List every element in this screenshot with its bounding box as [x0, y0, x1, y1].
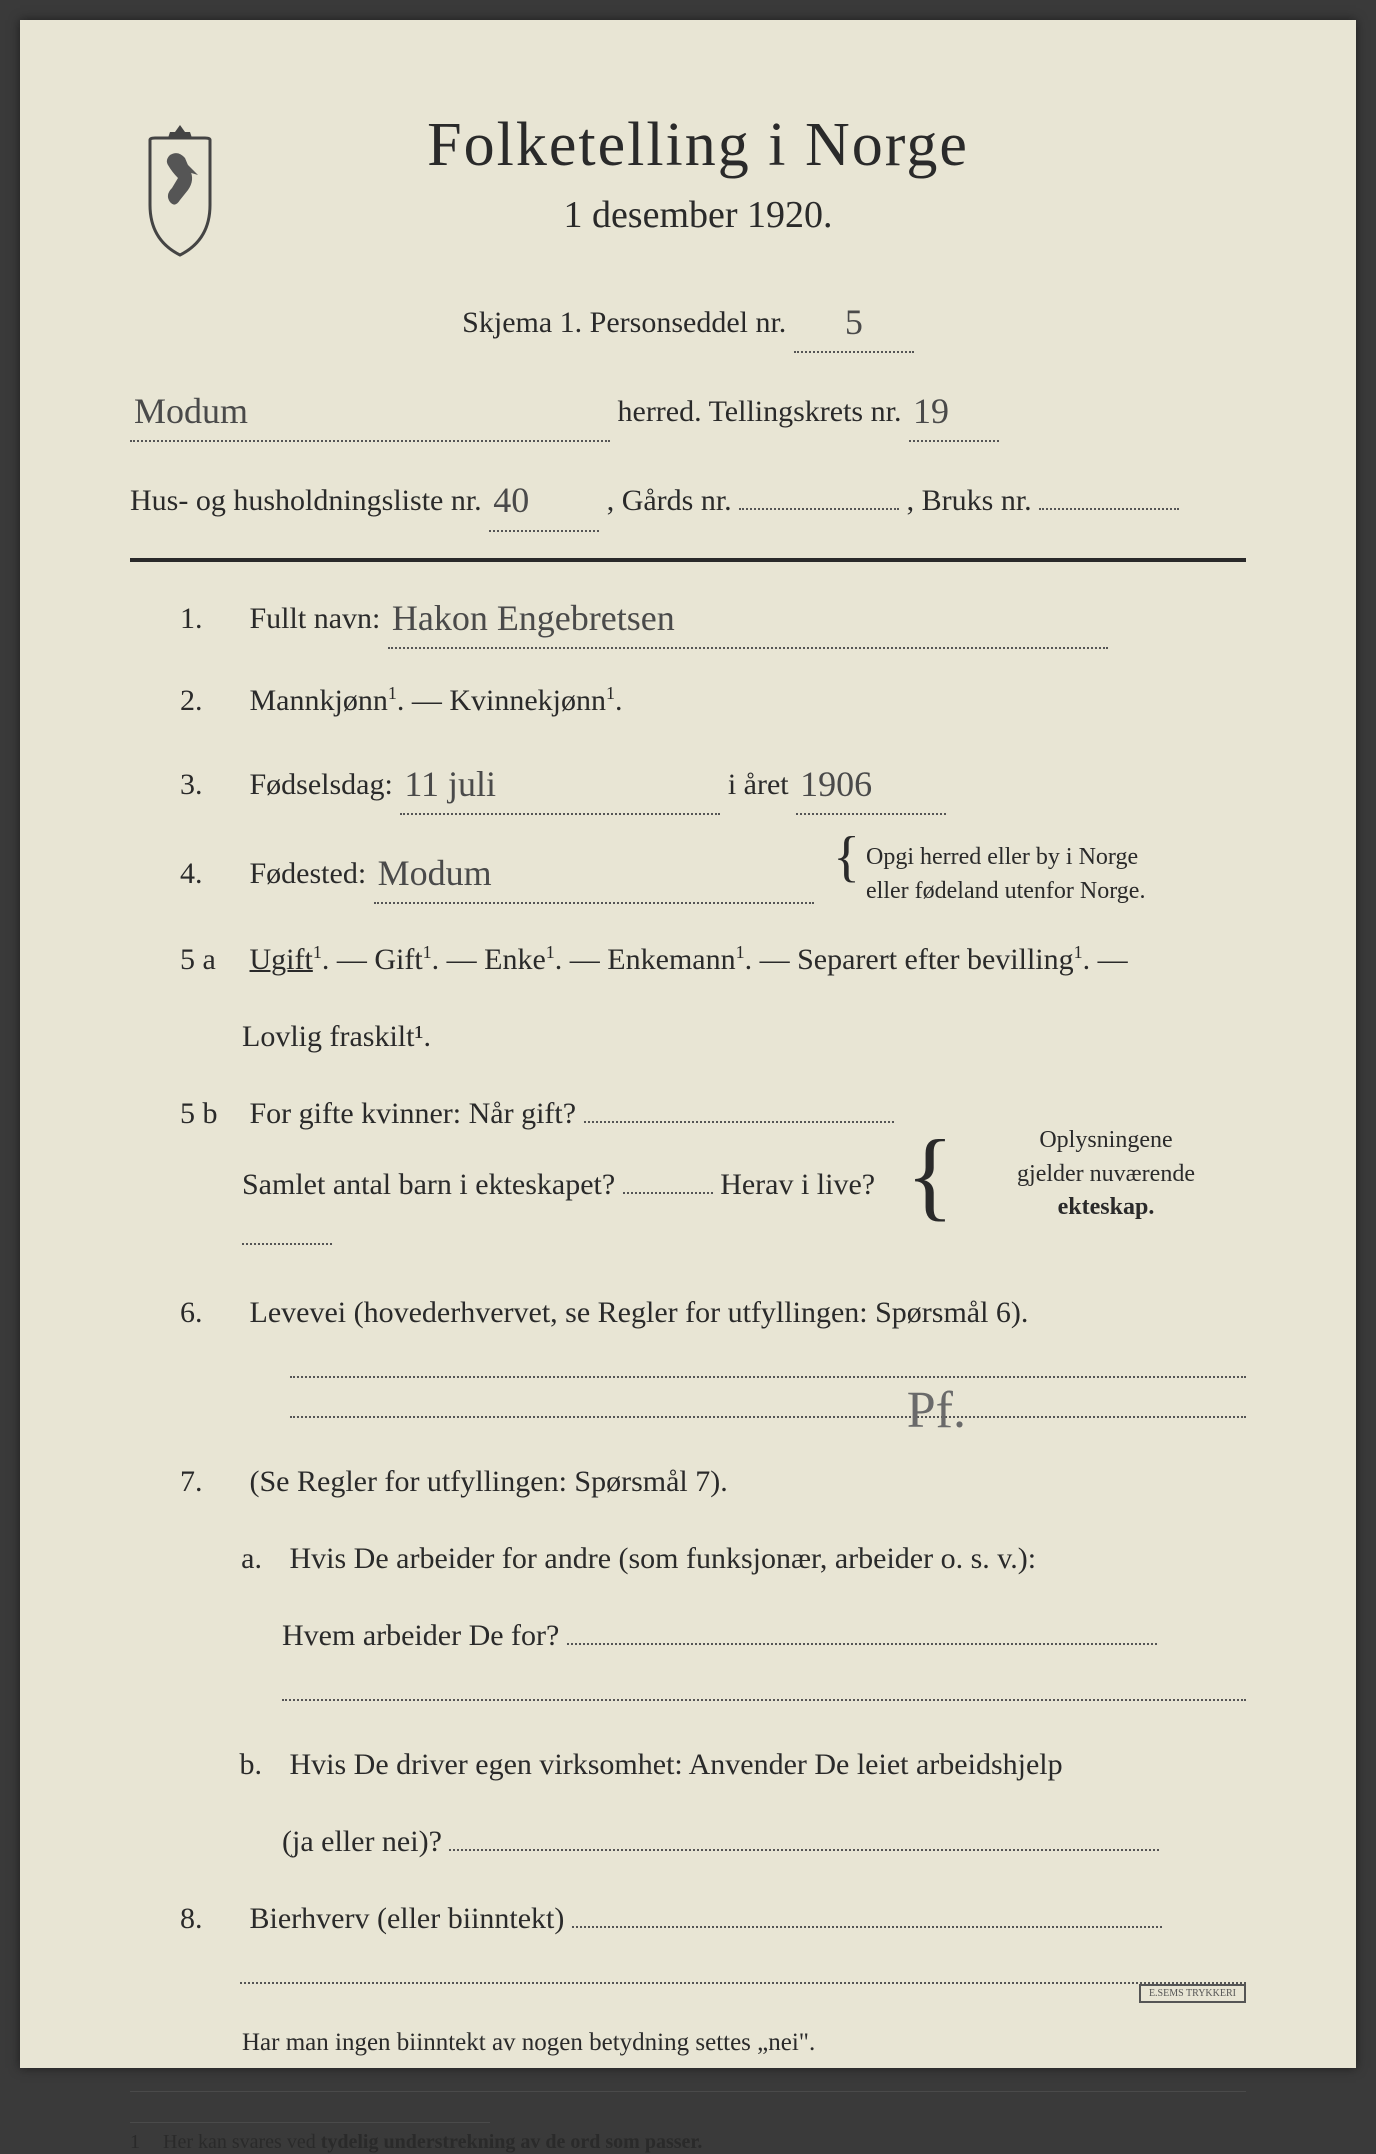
- q6-initial: Pf.: [907, 1367, 966, 1455]
- q5a-ugift: Ugift: [250, 943, 313, 976]
- q7a-line1: a. Hvis De arbeider for andre (som funks…: [130, 1533, 1246, 1584]
- tellingskrets-value: 19: [913, 391, 949, 431]
- q5b-label3: Herav i live?: [720, 1168, 875, 1201]
- q6-blank1: [290, 1376, 1246, 1378]
- q5b-note: Oplysningene gjelder nuværende ekteskap.: [966, 1124, 1246, 1225]
- crest-icon: [130, 120, 230, 260]
- q7b-label1: Hvis De driver egen virksomhet: Anvender…: [290, 1748, 1063, 1781]
- header: Folketelling i Norge 1 desember 1920.: [130, 110, 1246, 260]
- q3-day: 11 juli: [404, 764, 496, 804]
- q8-blank: [240, 1982, 1246, 1984]
- q4-label: Fødested:: [250, 857, 367, 890]
- hus-label: Hus- og husholdningsliste nr.: [130, 484, 482, 517]
- gards-label: , Gårds nr.: [607, 484, 732, 517]
- date-subtitle: 1 desember 1920.: [260, 193, 1136, 237]
- q7a-line2: Hvem arbeider De for?: [130, 1610, 1246, 1661]
- q5b-num: 5 b: [180, 1088, 242, 1139]
- q8-line: 8. Bierhverv (eller biinntekt): [130, 1893, 1246, 1944]
- main-title: Folketelling i Norge: [260, 110, 1136, 181]
- footnote-num: 1: [130, 2131, 140, 2153]
- hus-value: 40: [493, 480, 529, 520]
- rule-bottom: [130, 2091, 1246, 2092]
- herred-value: Modum: [134, 391, 248, 431]
- footnote-text: Her kan svares ved tydelig understreknin…: [163, 2131, 702, 2153]
- q1-label: Fullt navn:: [250, 602, 381, 635]
- q2-num: 2.: [180, 675, 242, 726]
- q7a-label2: Hvem arbeider De for?: [282, 1619, 559, 1652]
- q6-label: Levevei (hovederhvervet, se Regler for u…: [250, 1296, 1029, 1329]
- q5a-num: 5 a: [180, 934, 242, 985]
- q4-note: Opgi herred eller by i Norge eller fødel…: [866, 841, 1246, 908]
- q4-num: 4.: [180, 848, 242, 899]
- coat-of-arms: [130, 120, 230, 260]
- footnote: 1 Her kan svares ved tydelig understrekn…: [130, 2122, 1246, 2154]
- q5a-line1: 5 a Ugift1. — Gift1. — Enke1. — Enkemann…: [130, 934, 1246, 985]
- q1-line: 1. Fullt navn: Hakon Engebretsen: [130, 586, 1246, 649]
- personseddel-value: 5: [845, 302, 863, 342]
- footnote-rule: [130, 2122, 490, 2123]
- q5b-label2: Samlet antal barn i ekteskapet?: [242, 1168, 615, 1201]
- hus-line: Hus- og husholdningsliste nr. 40 , Gårds…: [130, 468, 1246, 531]
- rule-top: [130, 558, 1246, 562]
- q8-label: Bierhverv (eller biinntekt): [250, 1902, 565, 1935]
- q1-value: Hakon Engebretsen: [392, 598, 675, 638]
- q6-line: 6. Levevei (hovederhvervet, se Regler fo…: [130, 1287, 1246, 1418]
- census-form-page: Folketelling i Norge 1 desember 1920. Sk…: [20, 20, 1356, 2068]
- q5b-brace: {: [906, 1135, 954, 1215]
- bruks-label: , Bruks nr.: [907, 484, 1032, 517]
- q7-label: (Se Regler for utfyllingen: Spørsmål 7).: [250, 1465, 728, 1498]
- q7-num: 7.: [180, 1456, 242, 1507]
- q2-opt1: Mannkjønn: [250, 684, 388, 717]
- q7a-label1: Hvis De arbeider for andre (som funksjon…: [290, 1542, 1037, 1575]
- q3-year: 1906: [800, 764, 872, 804]
- q3-line: 3. Fødselsdag: 11 juli i året 1906: [130, 752, 1246, 815]
- q4-value: Modum: [378, 853, 492, 893]
- q7a-blank: [282, 1699, 1246, 1701]
- herred-line: Modum herred. Tellingskrets nr. 19: [130, 379, 1246, 442]
- q7b-label2: (ja eller nei)?: [282, 1825, 442, 1858]
- q3-num: 3.: [180, 759, 242, 810]
- q7-line: 7. (Se Regler for utfyllingen: Spørsmål …: [130, 1456, 1246, 1507]
- title-block: Folketelling i Norge 1 desember 1920.: [260, 110, 1246, 237]
- herred-label: herred. Tellingskrets nr.: [618, 395, 902, 428]
- q7b-line2: (ja eller nei)?: [130, 1816, 1246, 1867]
- q5a-line2: Lovlig fraskilt¹.: [130, 1011, 1246, 1062]
- q6-num: 6.: [180, 1287, 242, 1338]
- q3-year-label: i året: [728, 768, 789, 801]
- skjema-line: Skjema 1. Personseddel nr. 5: [130, 290, 1246, 353]
- q5b-label1: For gifte kvinner: Når gift?: [250, 1097, 577, 1130]
- printer-stamp: E.SEMS TRYKKERI: [1139, 1984, 1246, 2003]
- q5b-block: 5 b For gifte kvinner: Når gift? Samlet …: [130, 1088, 1246, 1261]
- q4-line: 4. Fødested: Modum { Opgi herred eller b…: [130, 841, 1246, 908]
- q6-blank2: [290, 1416, 1246, 1418]
- q2-line: 2. Mannkjønn1. — Kvinnekjønn1.: [130, 675, 1246, 726]
- skjema-label: Skjema 1. Personseddel nr.: [462, 306, 786, 339]
- q1-num: 1.: [180, 593, 242, 644]
- q4-brace: {: [833, 841, 860, 875]
- q7b-num: b.: [220, 1739, 282, 1790]
- q7b-line1: b. Hvis De driver egen virksomhet: Anven…: [130, 1739, 1246, 1790]
- q8-note: Har man ingen biinntekt av nogen betydni…: [130, 2022, 1246, 2065]
- q3-label: Fødselsdag:: [250, 768, 393, 801]
- q7a-num: a.: [220, 1533, 282, 1584]
- q8-num: 8.: [180, 1893, 242, 1944]
